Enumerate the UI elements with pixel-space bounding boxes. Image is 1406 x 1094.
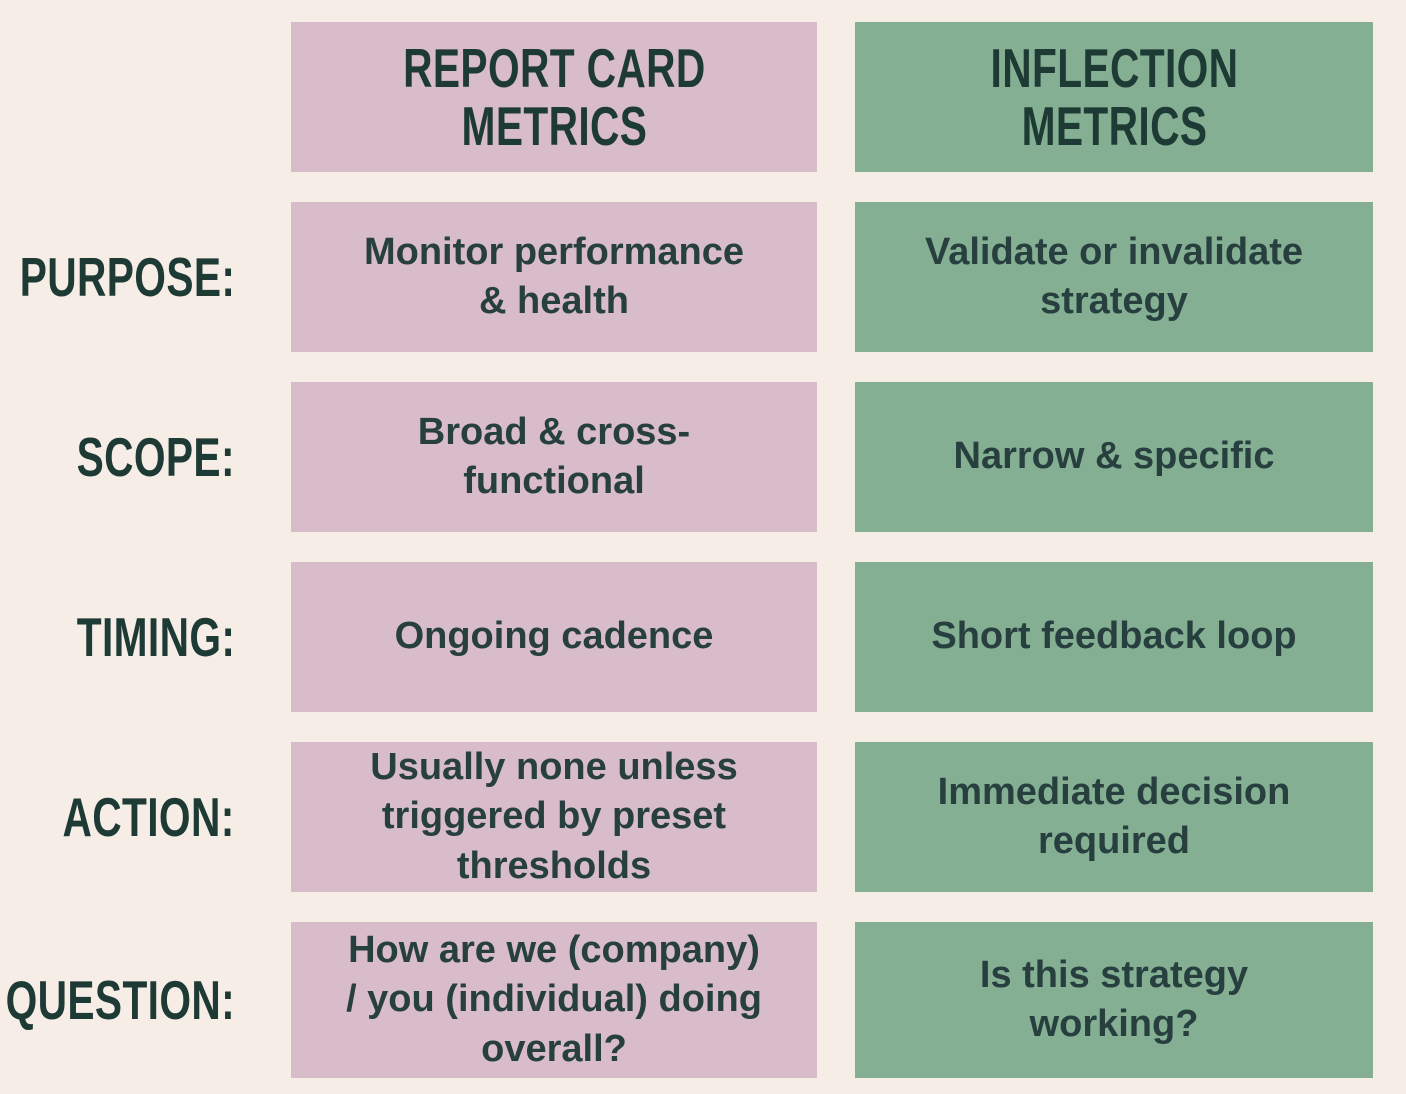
inflection-metrics-header: INFLECTION METRICS <box>855 22 1373 172</box>
question-inflection-cell: Is this strategy working? <box>855 922 1373 1078</box>
scope-inflection-cell: Narrow & specific <box>855 382 1373 532</box>
question-inflection-text: Is this strategy working? <box>979 953 1249 1045</box>
question-report-card-cell: How are we (company) / you (individual) … <box>291 922 817 1078</box>
purpose-inflection-text: Validate or invalidate strategy <box>924 230 1304 322</box>
action-report-card-cell: Usually none unless triggered by preset … <box>291 742 817 892</box>
row-label-timing: TIMING: <box>0 562 253 712</box>
purpose-inflection-cell: Validate or invalidate strategy <box>855 202 1373 352</box>
action-inflection-text: Immediate decision required <box>937 770 1291 862</box>
scope-report-card-cell: Broad & cross- functional <box>291 382 817 532</box>
row-label-purpose-text: PURPOSE: <box>19 246 235 308</box>
scope-inflection-text: Narrow & specific <box>953 435 1275 478</box>
row-label-action-text: ACTION: <box>62 786 235 848</box>
purpose-report-card-cell: Monitor performance & health <box>291 202 817 352</box>
purpose-report-card-text: Monitor performance & health <box>363 230 745 322</box>
action-report-card-text: Usually none unless triggered by preset … <box>370 745 738 887</box>
question-report-card-text: How are we (company) / you (individual) … <box>346 928 762 1070</box>
report-card-metrics-header-label: REPORT CARD METRICS <box>402 36 706 157</box>
row-label-action: ACTION: <box>0 742 253 892</box>
row-label-question: QUESTION: <box>0 922 253 1078</box>
action-inflection-cell: Immediate decision required <box>855 742 1373 892</box>
timing-inflection-text: Short feedback loop <box>931 615 1297 658</box>
timing-report-card-cell: Ongoing cadence <box>291 562 817 712</box>
report-card-metrics-header: REPORT CARD METRICS <box>291 22 817 172</box>
timing-inflection-cell: Short feedback loop <box>855 562 1373 712</box>
row-label-scope-text: SCOPE: <box>76 426 235 488</box>
corner-spacer <box>0 22 253 172</box>
row-label-purpose: PURPOSE: <box>0 202 253 352</box>
row-label-timing-text: TIMING: <box>76 606 235 668</box>
row-label-scope: SCOPE: <box>0 382 253 532</box>
scope-report-card-text: Broad & cross- functional <box>417 410 691 502</box>
timing-report-card-text: Ongoing cadence <box>394 615 714 658</box>
inflection-metrics-header-label: INFLECTION METRICS <box>990 36 1238 157</box>
row-label-question-text: QUESTION: <box>5 969 235 1031</box>
